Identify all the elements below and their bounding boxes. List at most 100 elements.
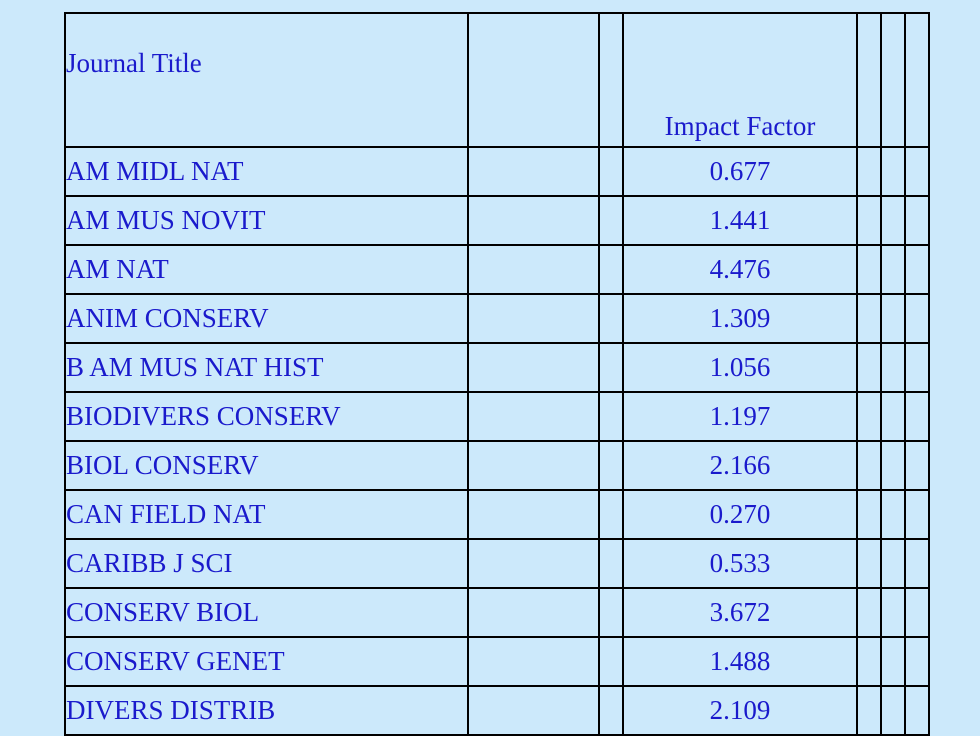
table-row: BIOL CONSERV 2.166 — [64, 440, 930, 491]
empty-cell — [880, 489, 906, 540]
impact-factor-cell: 3.672 — [622, 587, 858, 638]
table-row: AM MUS NOVIT 1.441 — [64, 195, 930, 246]
journal-title-cell: CONSERV GENET — [64, 636, 469, 687]
empty-cell — [598, 440, 624, 491]
impact-factor-cell: 0.533 — [622, 538, 858, 589]
empty-cell — [598, 342, 624, 393]
empty-cell — [904, 685, 930, 736]
empty-cell — [467, 146, 600, 197]
empty-cell — [598, 538, 624, 589]
empty-cell — [880, 440, 906, 491]
empty-cell — [856, 489, 882, 540]
empty-cell — [598, 391, 624, 442]
empty-cell — [904, 587, 930, 638]
table-row: AM MIDL NAT 0.677 — [64, 146, 930, 197]
impact-factor-cell: 2.166 — [622, 440, 858, 491]
empty-cell — [880, 342, 906, 393]
table-header-row: Journal Title Impact Factor — [64, 12, 930, 148]
table-row: CONSERV BIOL 3.672 — [64, 587, 930, 638]
header-journal-title: Journal Title — [64, 12, 469, 148]
empty-cell — [856, 636, 882, 687]
empty-cell — [598, 489, 624, 540]
empty-cell — [467, 538, 600, 589]
empty-cell — [904, 146, 930, 197]
empty-cell — [467, 244, 600, 295]
empty-cell — [856, 12, 882, 148]
empty-cell — [856, 195, 882, 246]
empty-cell — [598, 195, 624, 246]
table-row: CONSERV GENET 1.488 — [64, 636, 930, 687]
empty-cell — [880, 195, 906, 246]
header-impact-factor: Impact Factor — [622, 12, 858, 148]
impact-factor-cell: 0.677 — [622, 146, 858, 197]
empty-cell — [904, 12, 930, 148]
journal-title-cell: AM MUS NOVIT — [64, 195, 469, 246]
empty-cell — [856, 538, 882, 589]
impact-factor-cell: 4.476 — [622, 244, 858, 295]
table-row: AM NAT 4.476 — [64, 244, 930, 295]
empty-cell — [880, 293, 906, 344]
empty-cell — [880, 146, 906, 197]
empty-cell — [598, 146, 624, 197]
empty-cell — [904, 538, 930, 589]
empty-cell — [904, 489, 930, 540]
empty-cell — [904, 293, 930, 344]
empty-cell — [598, 636, 624, 687]
empty-cell — [598, 12, 624, 148]
empty-cell — [467, 636, 600, 687]
empty-cell — [880, 685, 906, 736]
empty-cell — [880, 12, 906, 148]
impact-factor-cell: 1.197 — [622, 391, 858, 442]
empty-cell — [467, 685, 600, 736]
empty-cell — [880, 244, 906, 295]
empty-cell — [904, 391, 930, 442]
empty-cell — [467, 587, 600, 638]
empty-cell — [856, 293, 882, 344]
journal-title-cell: BIOL CONSERV — [64, 440, 469, 491]
impact-factor-cell: 1.309 — [622, 293, 858, 344]
empty-cell — [467, 293, 600, 344]
empty-cell — [467, 391, 600, 442]
impact-factor-cell: 1.056 — [622, 342, 858, 393]
empty-cell — [904, 636, 930, 687]
impact-factor-cell: 1.441 — [622, 195, 858, 246]
table-row: B AM MUS NAT HIST 1.056 — [64, 342, 930, 393]
empty-cell — [856, 391, 882, 442]
empty-cell — [467, 489, 600, 540]
journal-title-cell: CARIBB J SCI — [64, 538, 469, 589]
journal-title-cell: ANIM CONSERV — [64, 293, 469, 344]
table-row: DIVERS DISTRIB 2.109 — [64, 685, 930, 736]
empty-cell — [467, 12, 600, 148]
journal-title-cell: DIVERS DISTRIB — [64, 685, 469, 736]
journal-title-cell: AM MIDL NAT — [64, 146, 469, 197]
journal-title-cell: B AM MUS NAT HIST — [64, 342, 469, 393]
empty-cell — [904, 195, 930, 246]
journal-table: Journal Title Impact Factor AM MIDL NAT 0… — [64, 12, 930, 736]
table-row: CARIBB J SCI 0.533 — [64, 538, 930, 589]
empty-cell — [856, 440, 882, 491]
impact-factor-cell: 2.109 — [622, 685, 858, 736]
empty-cell — [880, 636, 906, 687]
empty-cell — [856, 587, 882, 638]
journal-title-cell: BIODIVERS CONSERV — [64, 391, 469, 442]
empty-cell — [598, 293, 624, 344]
empty-cell — [856, 685, 882, 736]
journal-title-cell: CAN FIELD NAT — [64, 489, 469, 540]
empty-cell — [598, 244, 624, 295]
journal-title-cell: CONSERV BIOL — [64, 587, 469, 638]
empty-cell — [467, 342, 600, 393]
empty-cell — [904, 244, 930, 295]
table-row: CAN FIELD NAT 0.270 — [64, 489, 930, 540]
empty-cell — [467, 440, 600, 491]
empty-cell — [856, 146, 882, 197]
table-row: ANIM CONSERV 1.309 — [64, 293, 930, 344]
empty-cell — [880, 391, 906, 442]
empty-cell — [598, 587, 624, 638]
empty-cell — [598, 685, 624, 736]
journal-title-cell: AM NAT — [64, 244, 469, 295]
empty-cell — [904, 440, 930, 491]
impact-factor-cell: 1.488 — [622, 636, 858, 687]
empty-cell — [856, 342, 882, 393]
empty-cell — [880, 538, 906, 589]
